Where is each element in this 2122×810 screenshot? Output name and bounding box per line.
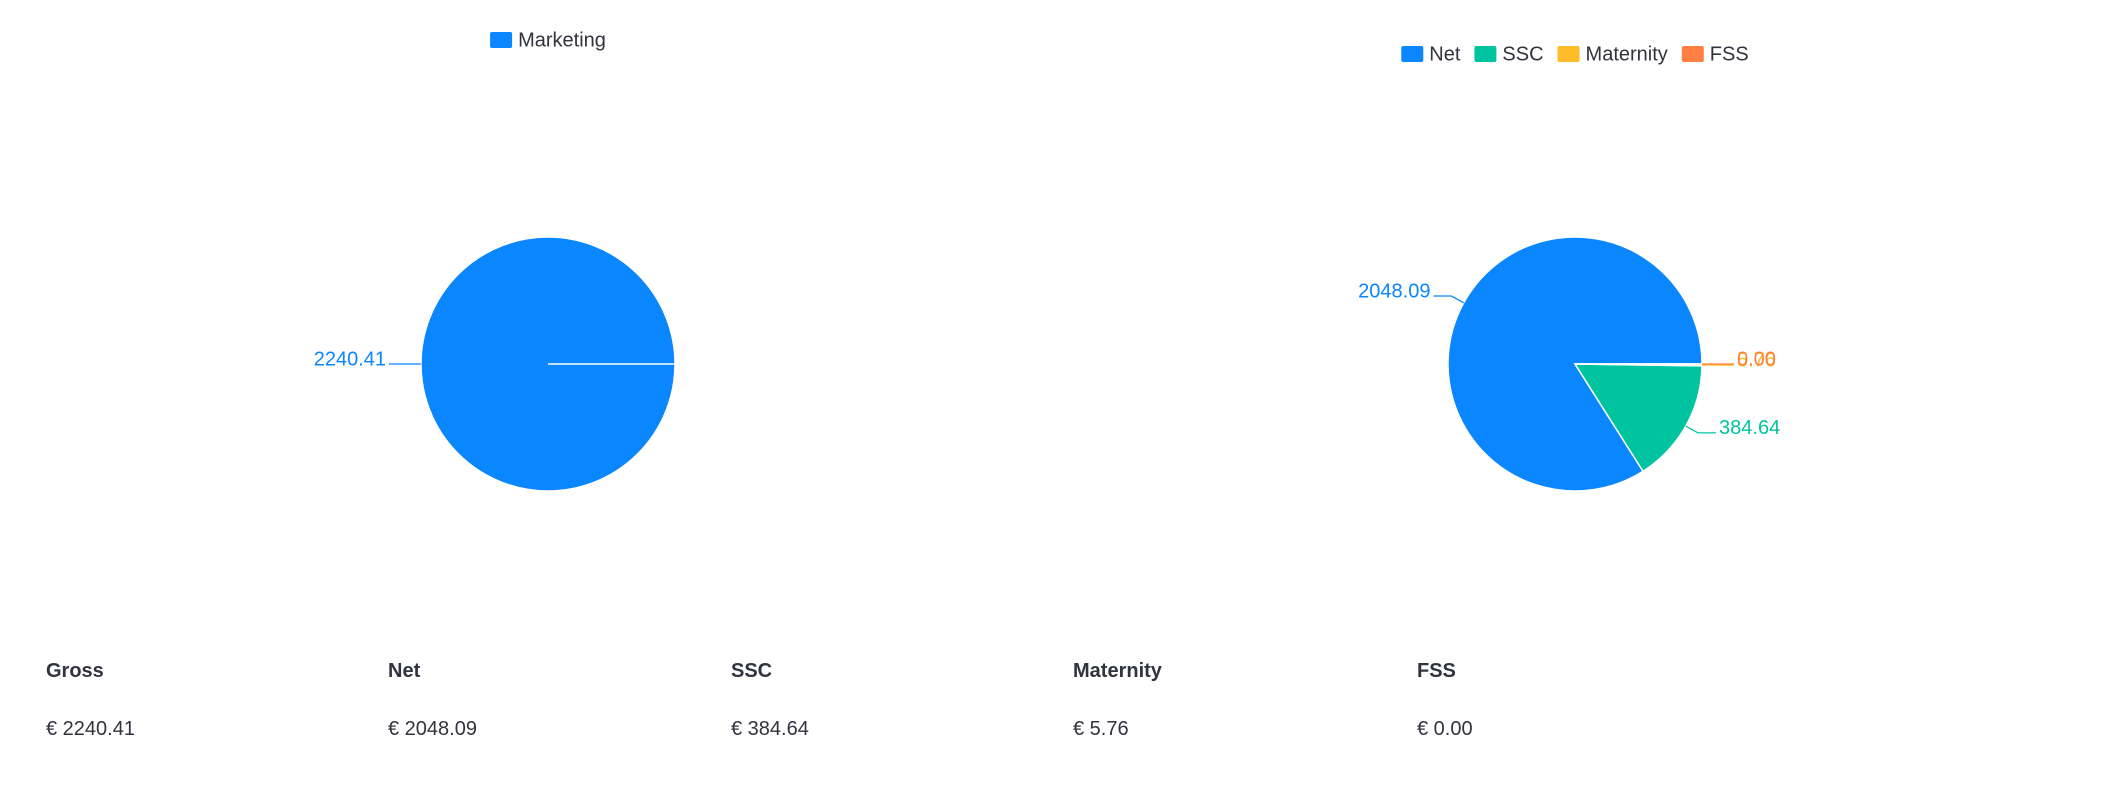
- cell-value: € 384.64: [731, 718, 809, 740]
- legend-swatch: [1681, 46, 1704, 62]
- data-label: 384.64: [1719, 417, 1780, 439]
- column-header: Gross: [46, 660, 104, 682]
- legend-label: SSC: [1502, 43, 1543, 65]
- legend-swatch: [1474, 46, 1497, 62]
- legend-label: FSS: [1710, 43, 1749, 65]
- column-header: Net: [388, 660, 421, 682]
- charts: 2240.41 Marketing 2048.09 384.64 5.760.00 Net…: [314, 29, 1780, 492]
- data-label: 5.76: [1737, 349, 1776, 371]
- pie-slice: [420, 236, 676, 492]
- cell-value: € 2048.09: [388, 718, 477, 740]
- legend-swatch: [490, 32, 513, 48]
- column-header: FSS: [1417, 660, 1456, 682]
- legend-label: Maternity: [1586, 43, 1668, 65]
- data-label: 2240.41: [314, 348, 386, 370]
- column-header: Maternity: [1073, 660, 1162, 682]
- cell-value: € 0.00: [1417, 718, 1473, 740]
- legend-swatch: [1557, 46, 1580, 62]
- cell-value: € 2240.41: [46, 718, 135, 740]
- data-label: 2048.09: [1358, 280, 1430, 302]
- column-header: SSC: [731, 660, 773, 682]
- legend-label: Marketing: [518, 29, 606, 51]
- label-line: [1433, 295, 1465, 304]
- legend-label: Net: [1429, 43, 1461, 65]
- cell-value: € 5.76: [1073, 718, 1129, 740]
- legend-swatch: [1401, 46, 1424, 62]
- data-label: 0.00: [1737, 348, 1776, 370]
- label-line: [1685, 425, 1717, 434]
